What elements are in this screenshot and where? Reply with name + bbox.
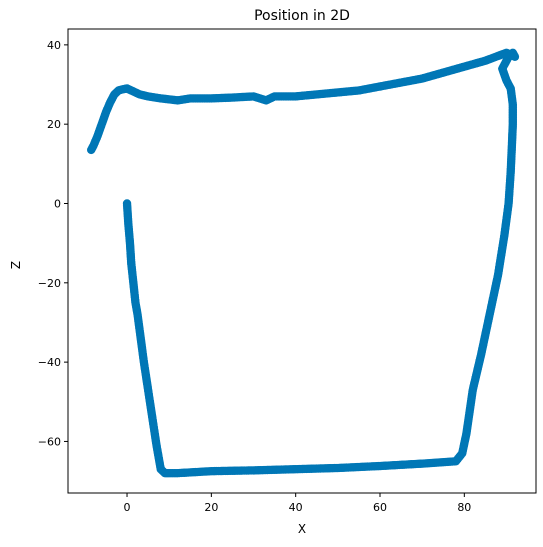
data-point bbox=[86, 145, 96, 155]
y-tick-label: −40 bbox=[38, 356, 61, 369]
x-tick-label: 0 bbox=[124, 501, 131, 514]
plot-frame bbox=[67, 28, 537, 494]
x-axis: 0 20 40 60 80 bbox=[124, 493, 471, 514]
y-axis-label: Z bbox=[9, 261, 23, 269]
y-tick-label: 0 bbox=[54, 197, 61, 210]
x-axis-label: X bbox=[298, 522, 306, 536]
y-axis: −60 −40 −20 0 20 40 bbox=[38, 39, 68, 448]
x-tick-label: 60 bbox=[373, 501, 387, 514]
chart-title: Position in 2D bbox=[254, 8, 350, 24]
y-tick-label: 40 bbox=[47, 39, 61, 52]
y-tick-label: −20 bbox=[38, 277, 61, 290]
x-tick-label: 20 bbox=[204, 501, 218, 514]
y-tick-label: −60 bbox=[38, 435, 61, 448]
x-tick-label: 40 bbox=[289, 501, 303, 514]
x-tick-label: 80 bbox=[457, 501, 471, 514]
data-points bbox=[86, 48, 520, 478]
y-tick-label: 20 bbox=[47, 118, 61, 131]
